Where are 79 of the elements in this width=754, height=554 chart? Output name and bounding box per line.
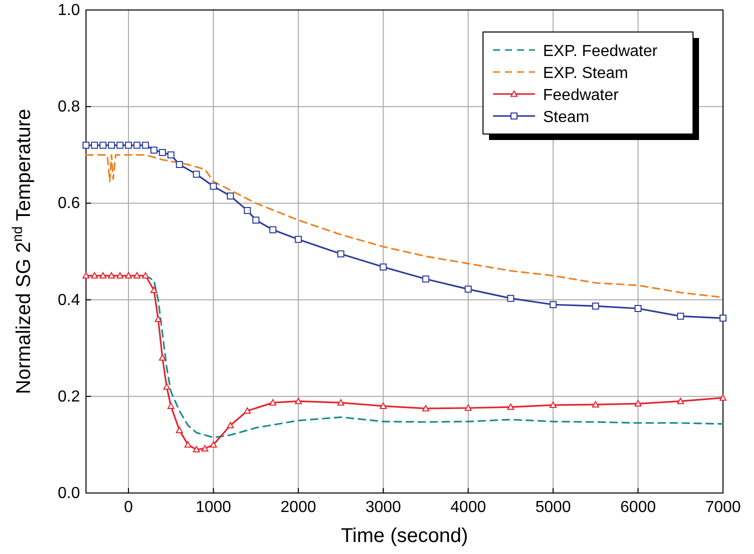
point [150,286,158,294]
point [269,399,276,406]
y-tick-label: 0.2 [58,388,80,406]
point [176,426,183,434]
y-tick-label: 1.0 [58,2,80,19]
point [163,383,170,390]
point [82,142,90,149]
point [142,272,149,279]
point [184,441,192,448]
point [422,276,430,283]
point [294,398,302,404]
point [154,316,162,322]
legend-label: Steam [543,109,590,126]
x-axis-title: Time (second) [340,525,468,547]
point [337,250,344,258]
x-tick-label: 5000 [535,499,572,516]
point [116,272,124,279]
point [507,404,514,410]
point [210,441,217,448]
point [116,142,124,149]
point [158,148,166,156]
point [192,170,200,178]
point [90,272,98,279]
point [252,216,260,224]
y-tick-label: 0.0 [58,485,80,502]
point [244,407,251,414]
x-tick-label: 3000 [365,499,402,516]
legend-label: EXP. Feedwater [543,43,658,60]
legend-label: EXP. Steam [543,65,628,82]
point [677,312,684,320]
point [592,401,600,408]
point [133,272,140,279]
point [720,314,726,322]
point [269,226,276,234]
legend-label: Feedwater [543,87,620,104]
point [380,263,387,270]
y-tick-label: 0.4 [58,292,80,309]
point [464,404,472,411]
point [550,402,557,408]
point [176,161,183,168]
point [226,192,234,200]
point [226,422,234,428]
point [294,236,302,243]
x-tick-label: 7000 [705,499,741,516]
point [550,301,557,308]
point [108,142,115,149]
point [124,272,132,279]
y-tick-label: 0.6 [58,195,80,212]
point [99,272,106,279]
point [124,142,132,149]
point [380,402,387,409]
x-tick-label: 0 [124,499,134,516]
point [720,394,726,401]
point [244,206,251,214]
point [677,398,684,404]
point [108,272,115,279]
point [99,142,106,149]
point [133,142,140,149]
point [142,142,149,149]
point [210,182,217,190]
point [337,399,344,406]
point [201,445,208,452]
point [192,446,200,452]
point [158,354,166,361]
y-tick-label: 0.8 [58,98,80,116]
point [592,302,600,310]
point [422,404,430,412]
point [634,400,642,407]
x-tick-label: 4000 [450,499,486,516]
point [167,151,174,158]
x-tick-label: 1000 [196,499,232,516]
point [464,286,472,293]
x-tick-label: 6000 [620,499,656,516]
point [90,142,98,149]
point [634,304,642,312]
x-tick-label: 2000 [280,499,316,516]
point [150,146,158,154]
point [507,294,514,302]
point [167,402,174,409]
